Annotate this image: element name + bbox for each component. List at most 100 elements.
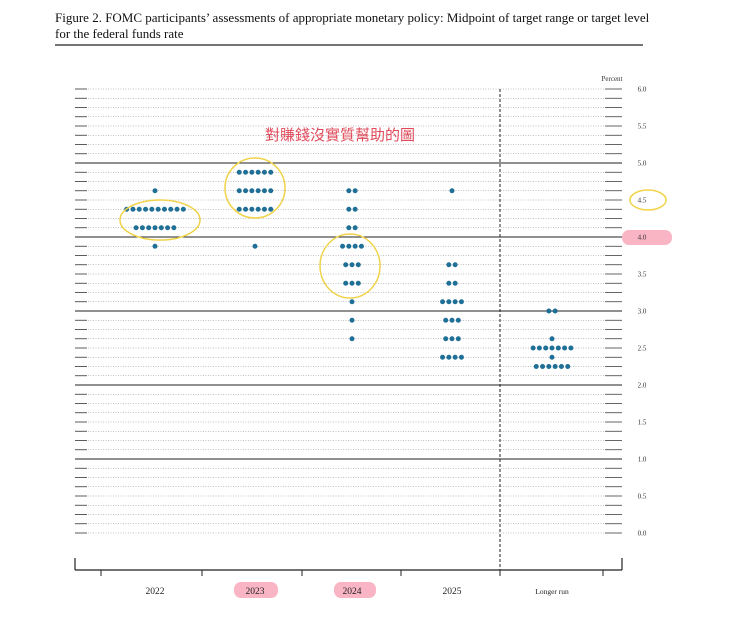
dot <box>458 354 464 360</box>
y-tick-label: 2.5 <box>638 345 647 353</box>
x-tick-label: 2024 <box>343 587 362 597</box>
dot <box>249 188 255 194</box>
dot <box>146 225 152 231</box>
dot <box>255 188 261 194</box>
y-tick-label: 3.5 <box>638 271 647 279</box>
highlight <box>234 582 278 598</box>
dot <box>143 206 149 212</box>
highlight <box>622 230 672 245</box>
circle-mark <box>319 233 381 299</box>
y-tick-label: 5.0 <box>638 160 647 168</box>
dot <box>343 280 349 286</box>
dot <box>349 280 355 286</box>
dot <box>568 345 574 351</box>
dot <box>180 206 186 212</box>
dot <box>139 225 145 231</box>
dot <box>455 336 461 342</box>
dot <box>552 308 558 314</box>
dot <box>346 225 352 231</box>
dot <box>549 336 555 342</box>
x-tick-label: 2025 <box>443 587 462 597</box>
y-tick-label: 5.5 <box>638 123 647 131</box>
chart-title: Figure 2. FOMC participants’ assessments… <box>55 10 650 41</box>
dot <box>452 262 458 268</box>
dot <box>549 354 555 360</box>
dot <box>152 188 158 194</box>
dot <box>355 280 361 286</box>
dot <box>349 299 355 305</box>
dot <box>136 206 142 212</box>
dot <box>543 345 549 351</box>
dot <box>236 188 242 194</box>
dot <box>349 262 355 268</box>
dot <box>152 225 158 231</box>
x-tick-label: 2023 <box>246 587 265 597</box>
dot <box>443 336 449 342</box>
dot <box>452 354 458 360</box>
dot <box>168 206 174 212</box>
dot <box>552 364 558 369</box>
circle-mark <box>119 199 201 241</box>
dot <box>355 262 361 268</box>
dot <box>530 345 536 351</box>
y-tick-label: 1.5 <box>638 419 647 427</box>
y-tick-label: 1.0 <box>638 456 647 464</box>
y-tick-label: 2.0 <box>638 382 647 390</box>
dot <box>133 225 139 231</box>
dot <box>446 280 452 286</box>
dot <box>455 317 461 323</box>
dot <box>546 308 552 314</box>
dot <box>446 299 452 305</box>
dot <box>349 336 355 342</box>
dot <box>255 206 261 212</box>
dot <box>458 299 464 305</box>
dot <box>174 206 180 212</box>
dot <box>352 225 358 231</box>
dot <box>446 354 452 360</box>
dot <box>149 206 155 212</box>
highlight <box>334 582 376 598</box>
dot <box>565 364 571 369</box>
dot <box>440 299 446 305</box>
dot <box>268 188 274 194</box>
dot <box>249 169 255 175</box>
dot <box>236 169 242 175</box>
y-tick-label: 6.0 <box>638 86 647 94</box>
y-axis-label: Percent <box>602 75 623 83</box>
dot <box>546 364 552 369</box>
dot <box>443 317 449 323</box>
circle-mark <box>629 189 667 211</box>
dot <box>155 206 161 212</box>
dot <box>171 225 177 231</box>
y-tick-label: 3.0 <box>638 308 647 316</box>
dot <box>268 169 274 175</box>
x-tick-label: Longer run <box>535 587 569 596</box>
dot <box>158 225 164 231</box>
dot <box>358 243 364 249</box>
dot <box>268 206 274 212</box>
y-tick-label: 4.5 <box>638 197 647 205</box>
dot <box>449 317 455 323</box>
dot <box>346 206 352 212</box>
dot <box>536 345 542 351</box>
dot <box>340 243 346 249</box>
dot <box>236 206 242 212</box>
dot <box>346 243 352 249</box>
dot <box>449 336 455 342</box>
dot <box>352 188 358 194</box>
dot <box>243 169 249 175</box>
dot <box>161 206 167 212</box>
y-tick-label: 4.0 <box>638 234 647 242</box>
dot <box>243 188 249 194</box>
dot <box>255 169 261 175</box>
x-tick-label: 2022 <box>146 587 165 597</box>
dot <box>533 364 539 369</box>
dot <box>165 225 171 231</box>
dot <box>352 206 358 212</box>
dot <box>540 364 546 369</box>
dot <box>452 299 458 305</box>
dot <box>261 206 267 212</box>
dot <box>252 243 258 249</box>
